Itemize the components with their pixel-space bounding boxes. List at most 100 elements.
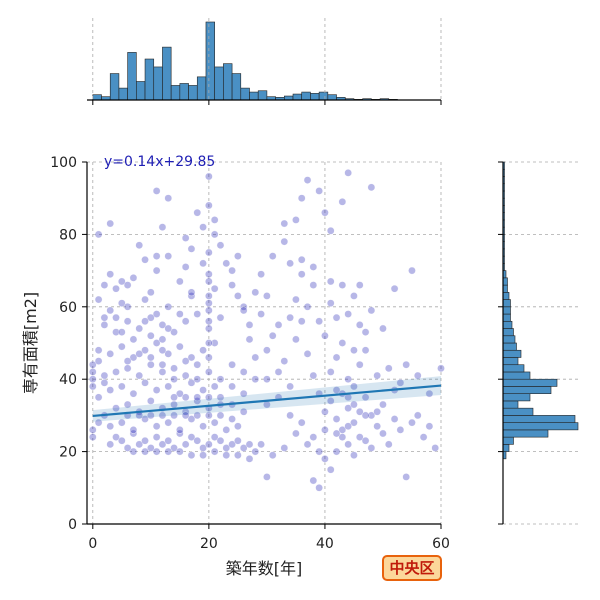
scatter-point: [199, 346, 207, 355]
scatter-point: [268, 331, 277, 340]
scatter-point: [239, 306, 248, 315]
scatter-point: [147, 331, 155, 340]
scatter-point: [100, 321, 109, 329]
scatter-point: [147, 313, 155, 322]
regression-line: [92, 384, 442, 418]
scatter-point: [315, 483, 323, 492]
scatter-point: [135, 324, 144, 333]
scatter-point: [344, 375, 352, 384]
scatter-point: [193, 393, 202, 402]
scatter-point: [135, 241, 144, 250]
scatter-point: [239, 444, 248, 452]
top-histogram-bar: [196, 76, 207, 101]
scatter-point: [152, 433, 161, 441]
scatter-point: [141, 295, 149, 304]
right-histogram-bar: [502, 277, 508, 286]
scatter-point: [141, 346, 149, 355]
scatter-point: [158, 368, 167, 376]
right-histogram-bar: [502, 393, 531, 402]
scatter-point: [326, 465, 335, 474]
scatter-point: [158, 223, 167, 231]
scatter-point: [210, 339, 219, 347]
scatter-point: [147, 397, 155, 405]
scatter-point: [199, 223, 207, 231]
scatter-point: [129, 274, 138, 282]
scatter-point: [245, 335, 254, 344]
top-histogram-bar: [127, 52, 137, 101]
scatter-point: [118, 328, 126, 336]
y-tick-label: 0: [68, 517, 77, 533]
scatter-point: [286, 382, 294, 391]
y-axis-title: 専有面積[m2]: [21, 292, 40, 394]
scatter-point: [228, 281, 236, 289]
scatter-point: [384, 440, 393, 449]
y-tick-label: 40: [59, 372, 77, 388]
scatter-point: [413, 371, 422, 380]
scatter-point: [205, 368, 213, 376]
scatter-point: [158, 346, 167, 355]
top-histogram-bar: [223, 63, 233, 101]
top-histogram-bar: [318, 91, 329, 101]
right-histogram-bar: [502, 349, 522, 358]
scatter-point: [396, 379, 405, 387]
scatter-point: [152, 252, 161, 260]
scatter-point: [350, 400, 358, 409]
scatter-point: [199, 259, 207, 268]
scatter-point: [309, 263, 318, 271]
scatter-point: [263, 346, 271, 355]
scatter-point: [303, 176, 312, 184]
scatter-point: [425, 422, 434, 431]
scatter-point: [228, 360, 236, 369]
regression-line-group: [92, 384, 442, 418]
scatter-point: [303, 350, 312, 358]
scatter-point: [112, 328, 120, 336]
scatter-point: [268, 451, 277, 460]
scatter-point: [344, 310, 352, 318]
scatter-point: [164, 324, 173, 333]
scatter-point: [222, 426, 231, 434]
scatter-point: [263, 292, 271, 300]
top-histogram-bar: [109, 73, 120, 101]
scatter-point: [338, 433, 347, 441]
scatter-point: [123, 364, 132, 373]
scatter-point: [158, 411, 167, 420]
scatter-point: [315, 187, 323, 195]
scatter-point: [170, 364, 178, 373]
scatter-point: [158, 360, 167, 369]
scatter-point: [234, 436, 242, 445]
scatter-point: [141, 436, 149, 445]
scatter-point: [239, 407, 248, 416]
scatter-point: [251, 353, 260, 362]
scatter-point: [431, 444, 439, 452]
scatter-point: [355, 281, 364, 289]
scatter-point: [234, 252, 242, 260]
scatter-point: [112, 284, 120, 293]
right-histogram-bar: [502, 335, 516, 344]
scatter-point: [292, 295, 300, 304]
right-histogram-bar: [502, 415, 576, 423]
scatter-point: [268, 252, 277, 260]
scatter-point: [396, 426, 405, 434]
scatter-point: [106, 422, 115, 431]
scatter-point: [286, 411, 294, 420]
scatter-point: [147, 360, 155, 369]
scatter-point: [147, 444, 155, 452]
scatter-point: [94, 230, 103, 239]
scatter-point: [141, 317, 149, 326]
scatter-point: [280, 219, 289, 228]
scatter-point: [303, 440, 312, 449]
scatter-point: [297, 194, 306, 202]
scatter-point: [205, 339, 213, 347]
right-histogram: [498, 161, 580, 525]
top-histogram-bar: [179, 83, 189, 101]
scatter-point: [89, 426, 97, 434]
scatter-points: [89, 169, 445, 492]
scatter-point: [158, 335, 167, 344]
scatter-point: [419, 433, 428, 441]
scatter-point: [187, 245, 196, 253]
scatter-point: [222, 259, 231, 268]
y-tick-label: 20: [59, 445, 77, 461]
scatter-point: [216, 313, 225, 322]
regression-confidence-band: [92, 376, 441, 422]
scatter-point: [106, 270, 115, 279]
